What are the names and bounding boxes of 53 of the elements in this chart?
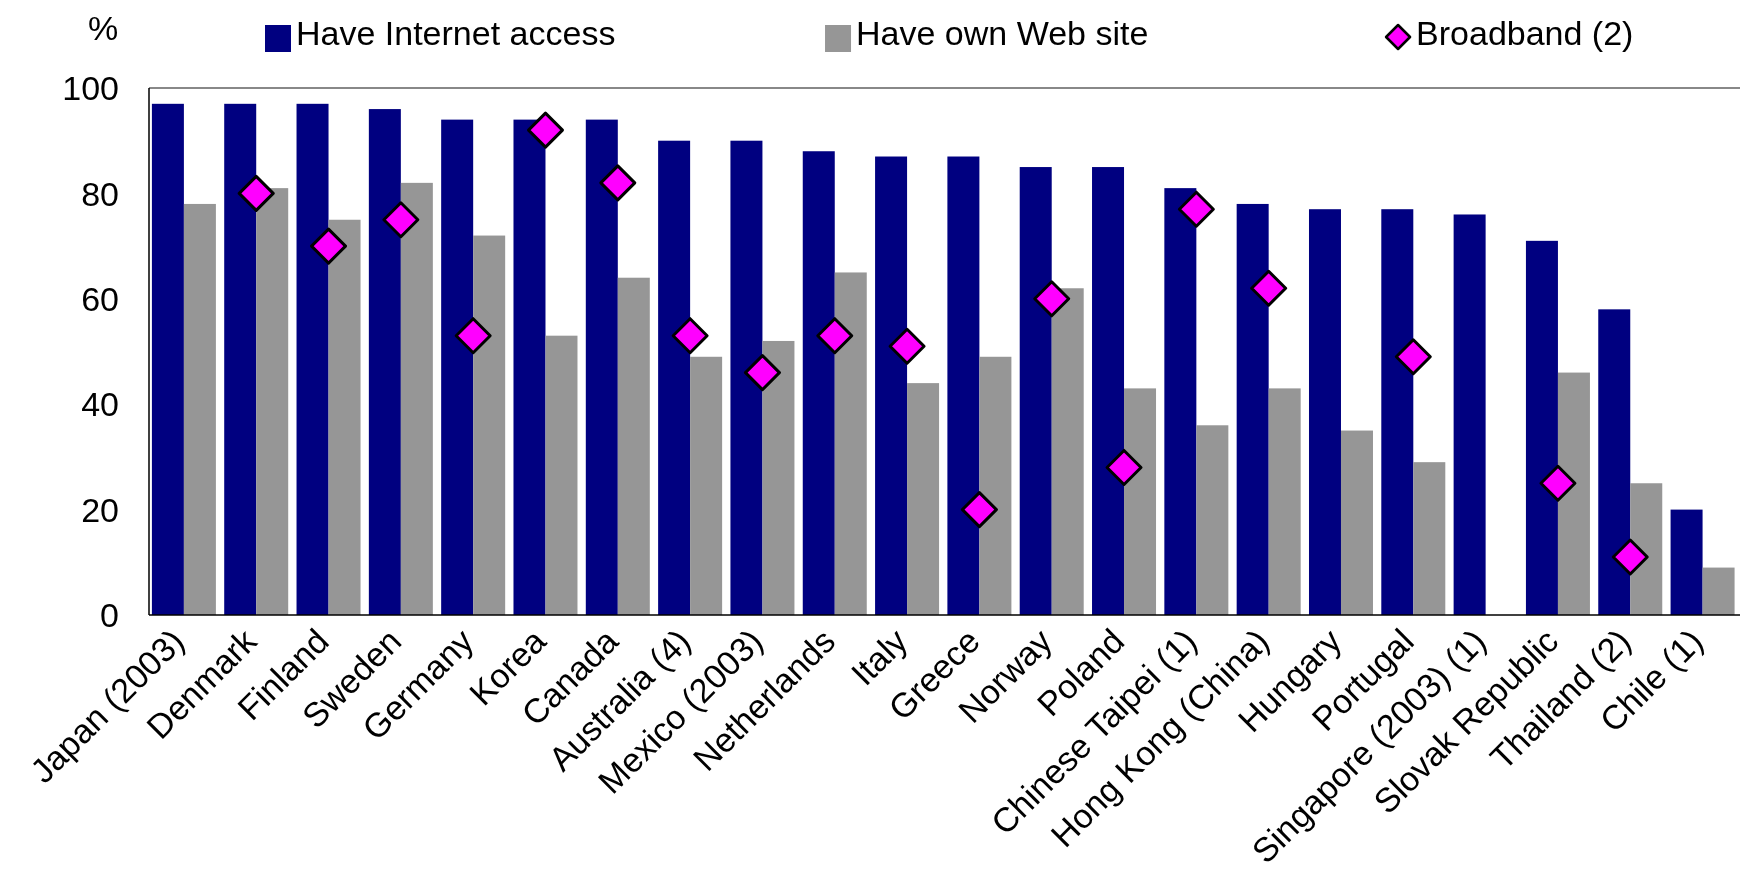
bar (328, 219, 361, 615)
bar (1051, 288, 1084, 615)
y-tick-label: 100 (62, 69, 119, 108)
bar (1019, 167, 1052, 615)
y-tick-label: 80 (81, 174, 119, 213)
bar (224, 103, 257, 615)
bar (1308, 209, 1341, 615)
bar (1092, 167, 1125, 615)
bar (834, 272, 867, 615)
y-tick-label: 0 (100, 596, 119, 635)
bar (1268, 388, 1301, 615)
bar (256, 188, 289, 615)
bar (151, 103, 184, 615)
bar (802, 151, 835, 615)
bar (907, 383, 940, 615)
legend-label: Have Internet access (296, 14, 616, 53)
bar (441, 119, 474, 615)
bar (1598, 309, 1631, 615)
y-tick-label: 60 (81, 280, 119, 319)
bar (1236, 203, 1269, 615)
bar (513, 119, 546, 615)
bar (1196, 425, 1229, 615)
bar (617, 277, 650, 615)
bar (296, 103, 329, 615)
bar (400, 182, 433, 615)
y-tick-label: 40 (81, 385, 119, 424)
bar (690, 356, 723, 615)
bar (545, 335, 578, 615)
bar (473, 235, 506, 615)
bar (875, 156, 908, 615)
y-tick-label: 20 (81, 490, 119, 529)
bar (1557, 372, 1590, 615)
bar (1453, 214, 1486, 615)
bar (1340, 430, 1373, 615)
bar (947, 156, 980, 615)
bar (730, 140, 763, 615)
bar (368, 109, 401, 615)
y-axis-title: % (87, 9, 119, 47)
legend-label: Broadband (2) (1416, 14, 1634, 53)
bar (979, 356, 1012, 615)
bar (1381, 209, 1414, 615)
bar (1630, 483, 1663, 615)
bar (183, 203, 216, 615)
bar (1164, 188, 1197, 615)
legend-label: Have own Web site (856, 14, 1149, 53)
bar (1413, 462, 1446, 615)
bar (762, 340, 795, 615)
bar (1124, 388, 1157, 615)
bar (585, 119, 618, 615)
bar (658, 140, 691, 615)
bar (1702, 567, 1735, 615)
bar (1525, 240, 1558, 615)
bar (1670, 509, 1703, 615)
